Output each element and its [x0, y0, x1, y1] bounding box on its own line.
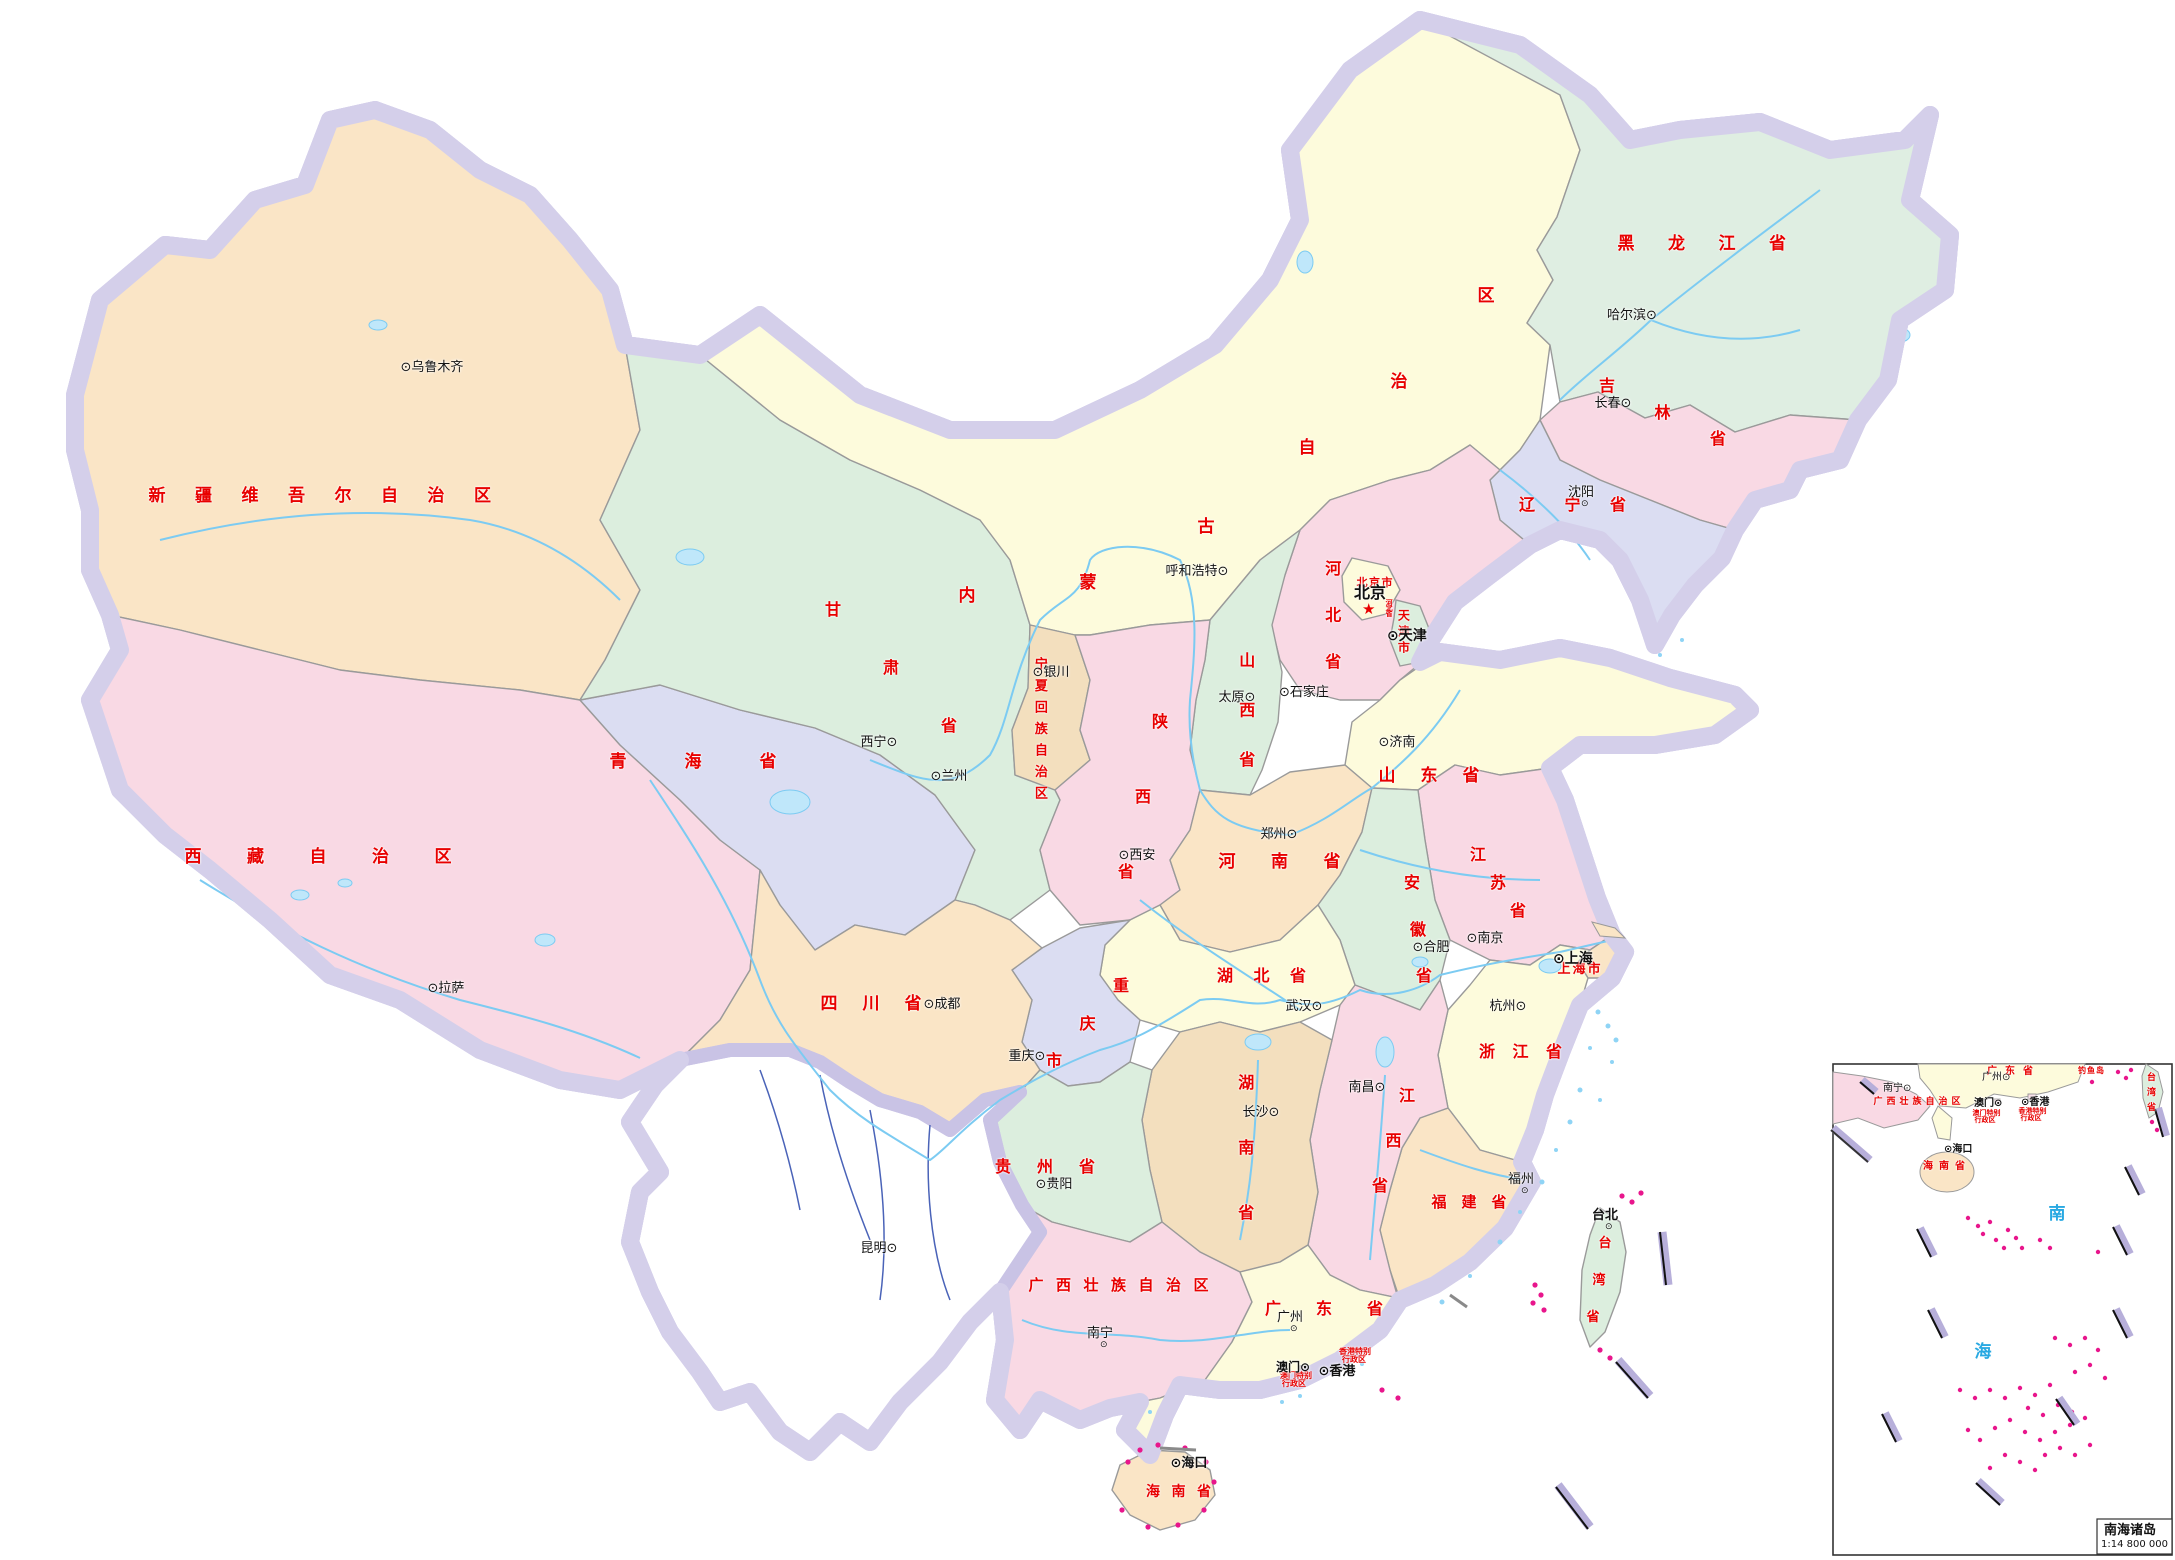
river-xiang [1239, 1059, 1259, 1241]
river-min [1419, 1149, 1526, 1181]
lake-chaohu [1411, 956, 1429, 968]
inset-hk [2027, 1093, 2037, 1101]
inset-map [1830, 1063, 2173, 1556]
river-songhua [1559, 189, 1821, 401]
offshore-islands [1119, 1190, 1644, 1530]
province-shape-xinjiang[interactable] [74, 109, 641, 701]
coastal-islands [1119, 638, 1684, 1530]
lake-hulun [1296, 250, 1314, 274]
province-shape-hainan[interactable] [1111, 1449, 1216, 1531]
lakes [290, 250, 1911, 1068]
lake-poyang [1375, 1036, 1395, 1068]
yunnan-highlight [623, 1043, 1047, 1459]
inset-border [1832, 1063, 2173, 1556]
inset-guangdong-land [1917, 1063, 2086, 1109]
lake-dongting [1244, 1033, 1272, 1051]
river-gan [1369, 1074, 1386, 1261]
river-yellow [869, 545, 1461, 837]
inset-islands [1957, 1067, 2160, 1473]
lake-taihu [1538, 958, 1562, 974]
inset-title-box [2096, 1518, 2173, 1555]
lake-namtso [290, 889, 310, 901]
chongming-island [1590, 921, 1627, 939]
inset-title: 南海诸岛 [2104, 1523, 2157, 1538]
province-shape-taiwan[interactable] [1579, 1207, 1627, 1348]
inset-hainan-island [1919, 1151, 1975, 1193]
inset-guangxi-land [1832, 1071, 1931, 1129]
lake-qinghai [769, 789, 811, 815]
lake-selin [337, 878, 353, 888]
river-liao [1499, 469, 1591, 561]
lake-lop [675, 548, 705, 566]
river-tarim [159, 511, 621, 601]
inset-halo-band [1830, 1124, 1873, 1164]
river-yangtze [649, 779, 1613, 1162]
river-huai [1359, 849, 1541, 881]
lake-yamdrok [534, 933, 556, 947]
inset-leizhou [1931, 1105, 1953, 1141]
yunnan-rivers [759, 1069, 951, 1301]
inset-macau [1993, 1098, 2001, 1105]
province-shape-beijing[interactable] [1341, 557, 1401, 621]
nine-dash-segments-main [1159, 1231, 1673, 1530]
river-pearl [1021, 1319, 1291, 1342]
province-shapes [74, 19, 1951, 1531]
inset-scale: 1:14 800 000 [2101, 1539, 2168, 1550]
river-han [1139, 899, 1301, 1011]
inset-nine-dash-line [1859, 1076, 2170, 1506]
lake-altai [368, 319, 388, 331]
inset-taiwan-island [2141, 1063, 2164, 1119]
